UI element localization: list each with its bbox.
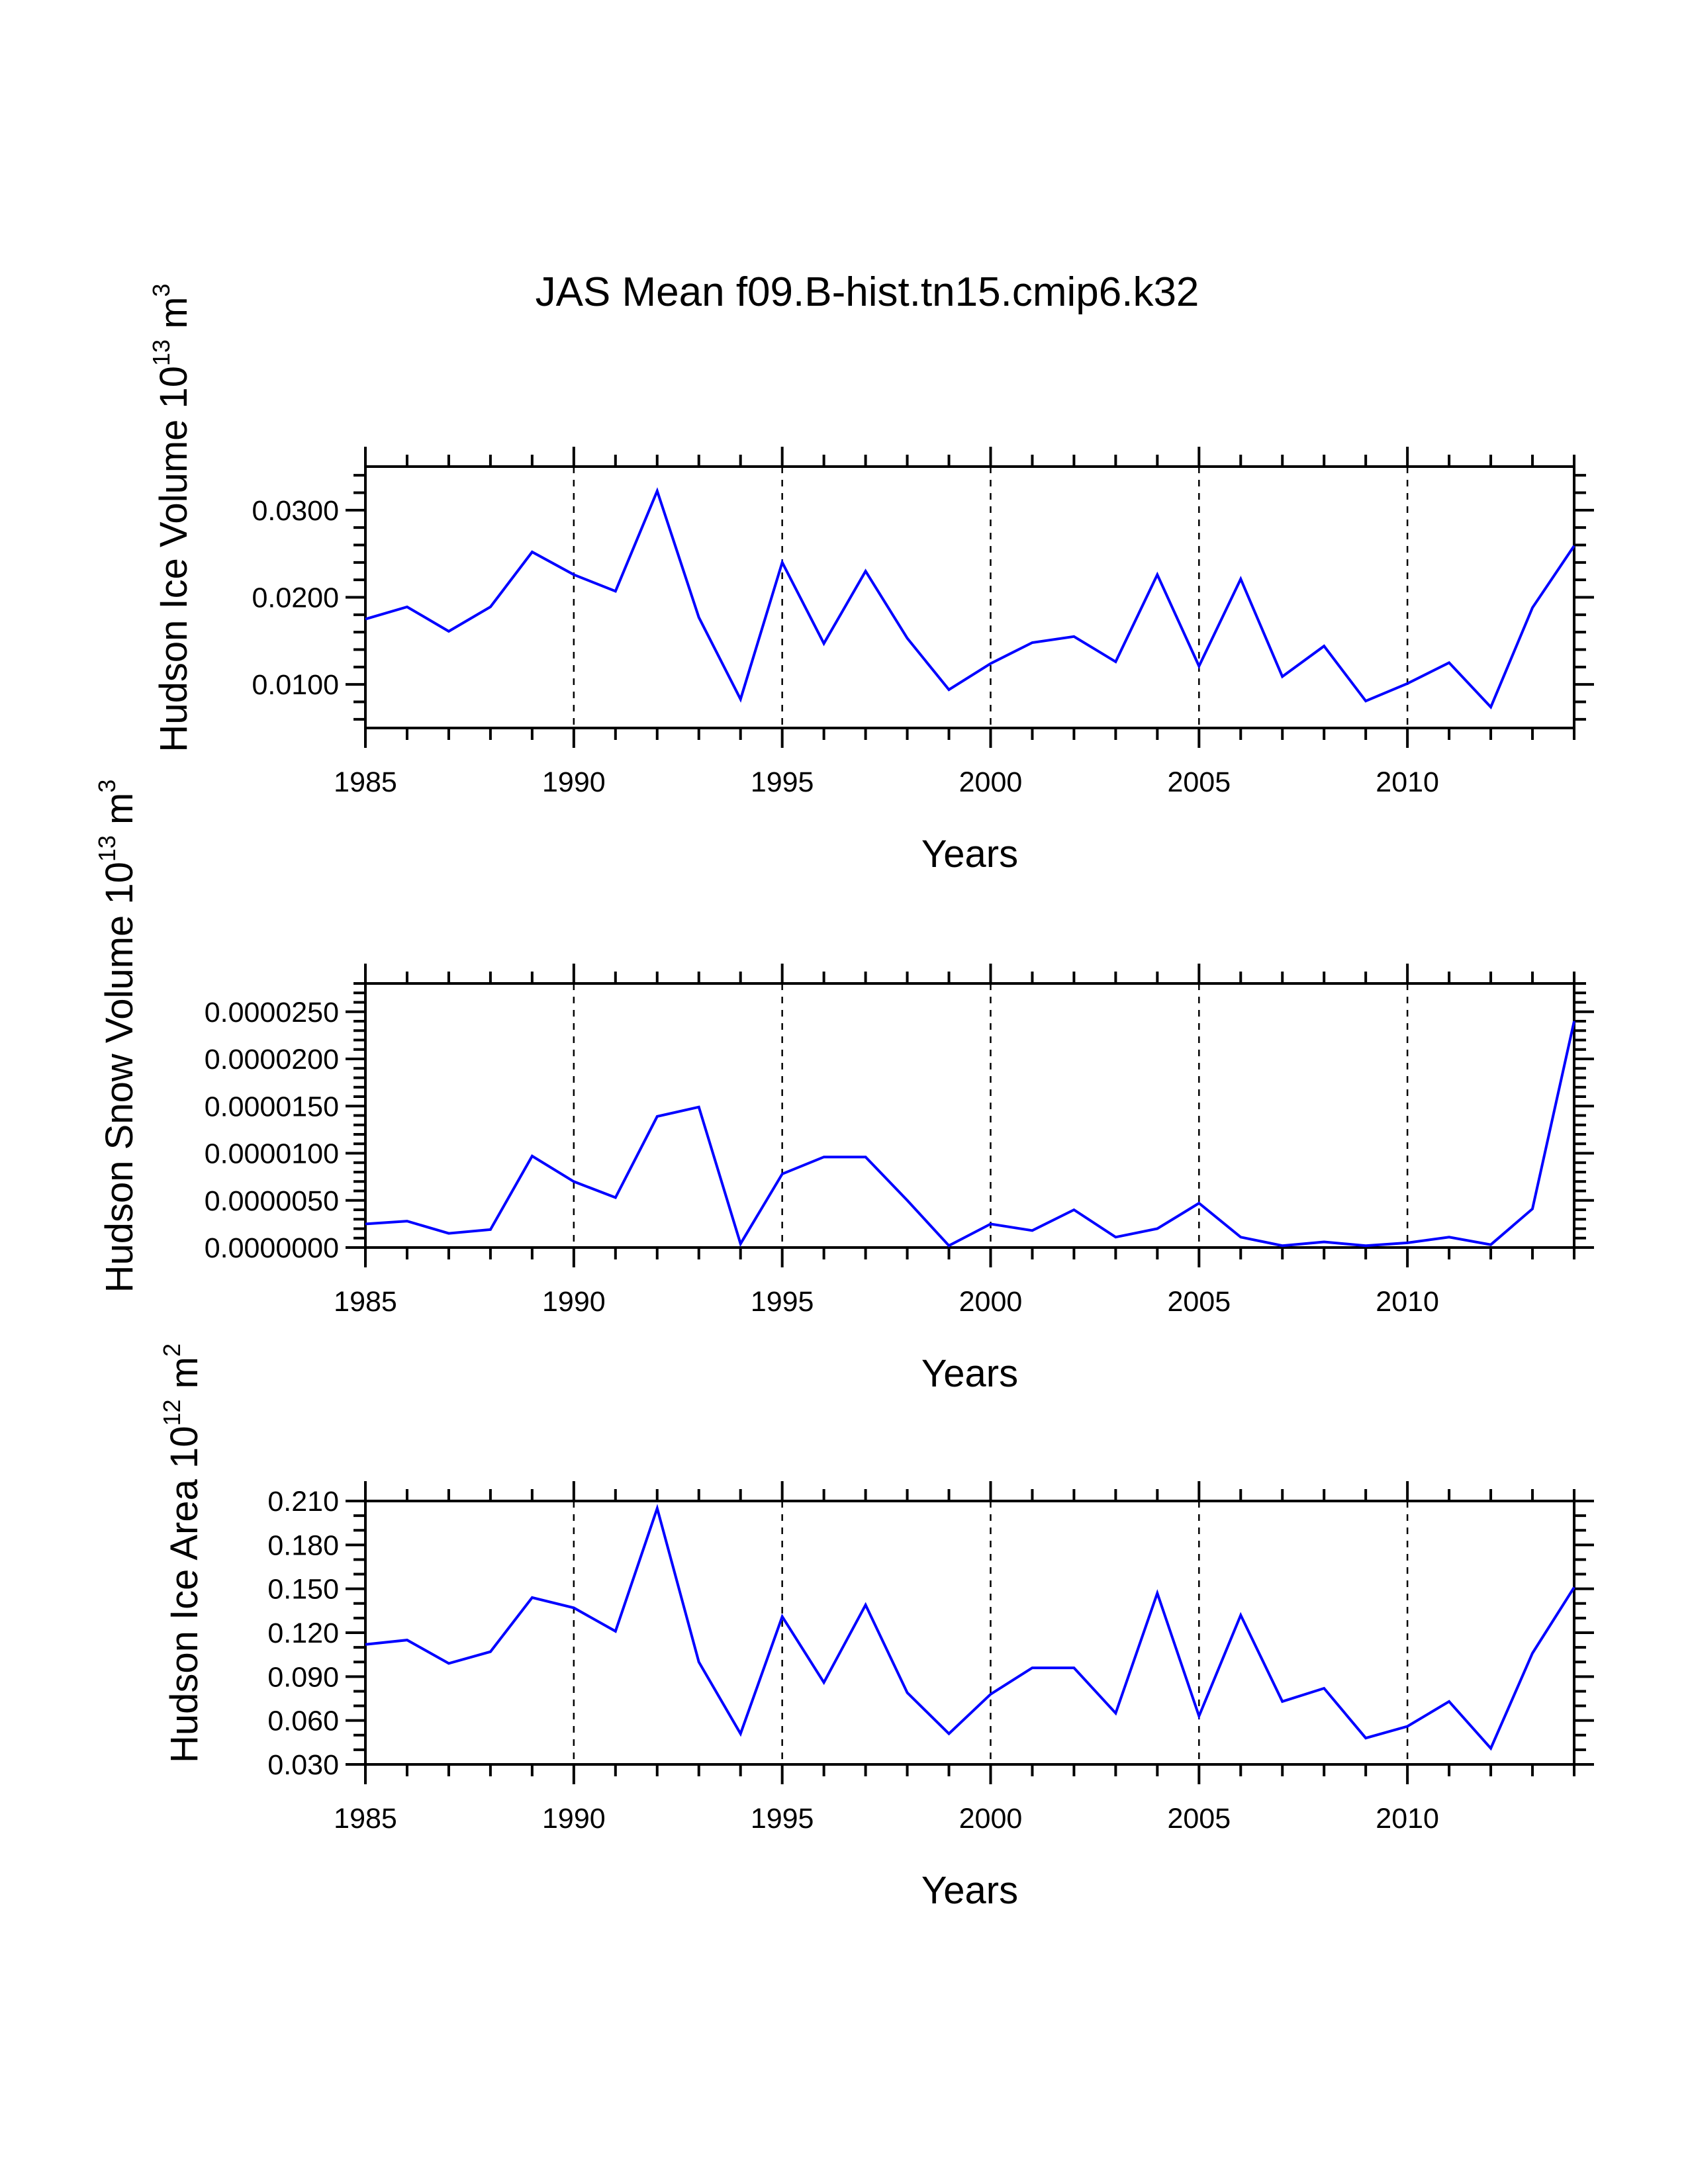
y-axis-title-unit-exponent: 2 — [158, 1343, 185, 1357]
y-axis-title: Hudson Snow Volume 1013 m3 — [93, 780, 141, 1293]
y-axis-title-main: Hudson Snow Volume 10 — [98, 862, 141, 1293]
y-tick-label: 0.150 — [267, 1574, 339, 1606]
chart-title: JAS Mean f09.B-hist.tn15.cmip6.k32 — [536, 269, 1199, 315]
y-axis-title: Hudson Ice Area 1012 m2 — [158, 1343, 206, 1763]
x-tick-label: 1985 — [334, 766, 397, 798]
y-axis-title-unit-exponent: 3 — [93, 780, 120, 793]
y-tick-label: 0.0100 — [252, 669, 339, 701]
y-axis-title: Hudson Ice Volume 1013 m3 — [148, 283, 195, 752]
x-tick-label: 1995 — [751, 766, 814, 798]
series-line — [365, 487, 1575, 710]
x-tick-label: 2005 — [1167, 1286, 1231, 1318]
panel-3: 1985 1990 1995 2000 2005 2010 0.030 0.060 0.090 0… — [158, 1343, 1594, 1912]
y-tick-label: 0.120 — [267, 1617, 339, 1649]
y-axis-title-main: Hudson Ice Area 10 — [163, 1426, 206, 1763]
x-tick-label: 1985 — [334, 1286, 397, 1318]
x-tick-label: 2010 — [1376, 1286, 1439, 1318]
y-tick-label: 0.0000000 — [205, 1232, 339, 1264]
y-axis-title-unit-exponent: 3 — [148, 283, 175, 296]
y-axis-title-exponent: 13 — [148, 340, 175, 366]
plot-frame — [364, 1500, 1575, 1766]
series-line — [365, 1504, 1575, 1751]
x-tick-label: 1990 — [542, 1286, 606, 1318]
y-tick-label: 0.0000150 — [205, 1091, 339, 1122]
x-axis-title: Years — [921, 833, 1018, 876]
y-axis-title-unit: m — [163, 1357, 206, 1399]
series-line — [365, 1021, 1575, 1248]
x-tick-label: 2010 — [1376, 766, 1439, 798]
y-tick-label: 0.060 — [267, 1706, 339, 1737]
x-tick-label: 2005 — [1167, 766, 1231, 798]
x-tick-label: 2000 — [959, 1286, 1023, 1318]
y-axis-title-main: Hudson Ice Volume 10 — [152, 366, 195, 752]
y-tick-label: 0.0000250 — [205, 997, 339, 1028]
x-tick-label: 2000 — [959, 1803, 1023, 1835]
y-tick-label: 0.0000200 — [205, 1044, 339, 1075]
y-axis-title-exponent: 12 — [158, 1399, 185, 1426]
x-tick-label: 2005 — [1167, 1803, 1231, 1835]
x-axis-title: Years — [921, 1869, 1018, 1912]
panel-2: 1985 1990 1995 2000 2005 2010 0.0000000 0.00000… — [93, 780, 1594, 1395]
x-tick-label: 1990 — [542, 766, 606, 798]
y-tick-label: 0.030 — [267, 1749, 339, 1781]
y-tick-label: 0.0200 — [252, 582, 339, 614]
y-tick-label: 0.180 — [267, 1529, 339, 1561]
plot-frame — [364, 982, 1575, 1249]
x-tick-label: 1990 — [542, 1803, 606, 1835]
y-tick-label: 0.0000100 — [205, 1138, 339, 1170]
x-tick-label: 1995 — [751, 1286, 814, 1318]
x-axis-title: Years — [921, 1352, 1018, 1395]
y-tick-label: 0.090 — [267, 1661, 339, 1693]
panels: 1985 1990 1995 2000 2005 2010 0.0100 0.0200 0.03… — [93, 283, 1594, 1912]
y-axis-title-unit: m — [152, 296, 195, 339]
panel-1: 1985 1990 1995 2000 2005 2010 0.0100 0.0200 0.03… — [148, 283, 1594, 876]
y-tick-label: 0.0000050 — [205, 1185, 339, 1217]
x-tick-label: 2010 — [1376, 1803, 1439, 1835]
x-tick-label: 2000 — [959, 766, 1023, 798]
y-tick-label: 0.210 — [267, 1486, 339, 1518]
x-tick-label: 1985 — [334, 1803, 397, 1835]
y-axis-title-unit: m — [98, 793, 141, 835]
y-tick-label: 0.0300 — [252, 495, 339, 527]
x-tick-label: 1995 — [751, 1803, 814, 1835]
y-axis-title-exponent: 13 — [93, 835, 120, 862]
